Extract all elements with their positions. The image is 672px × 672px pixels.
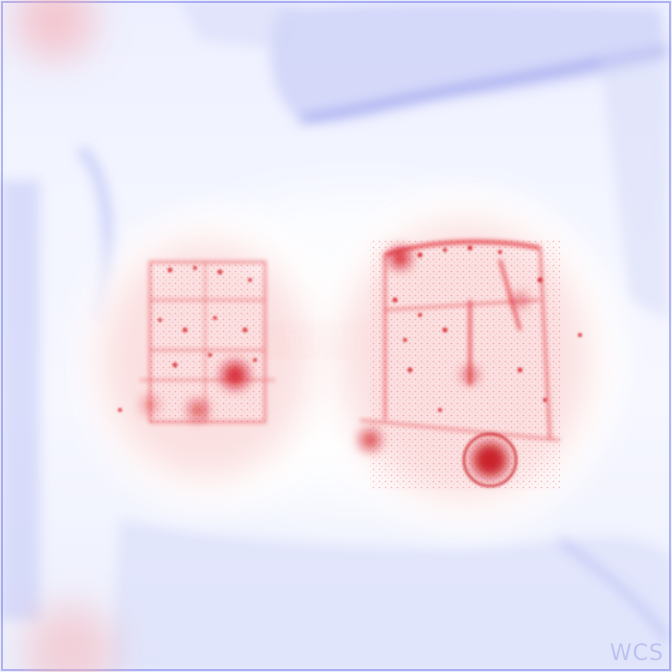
corner-smudges bbox=[15, 0, 115, 672]
corner-mark: WCS bbox=[609, 641, 664, 666]
right-vehicle-heat-icon bbox=[340, 220, 590, 500]
left-vehicle-heat-icon bbox=[100, 240, 310, 480]
